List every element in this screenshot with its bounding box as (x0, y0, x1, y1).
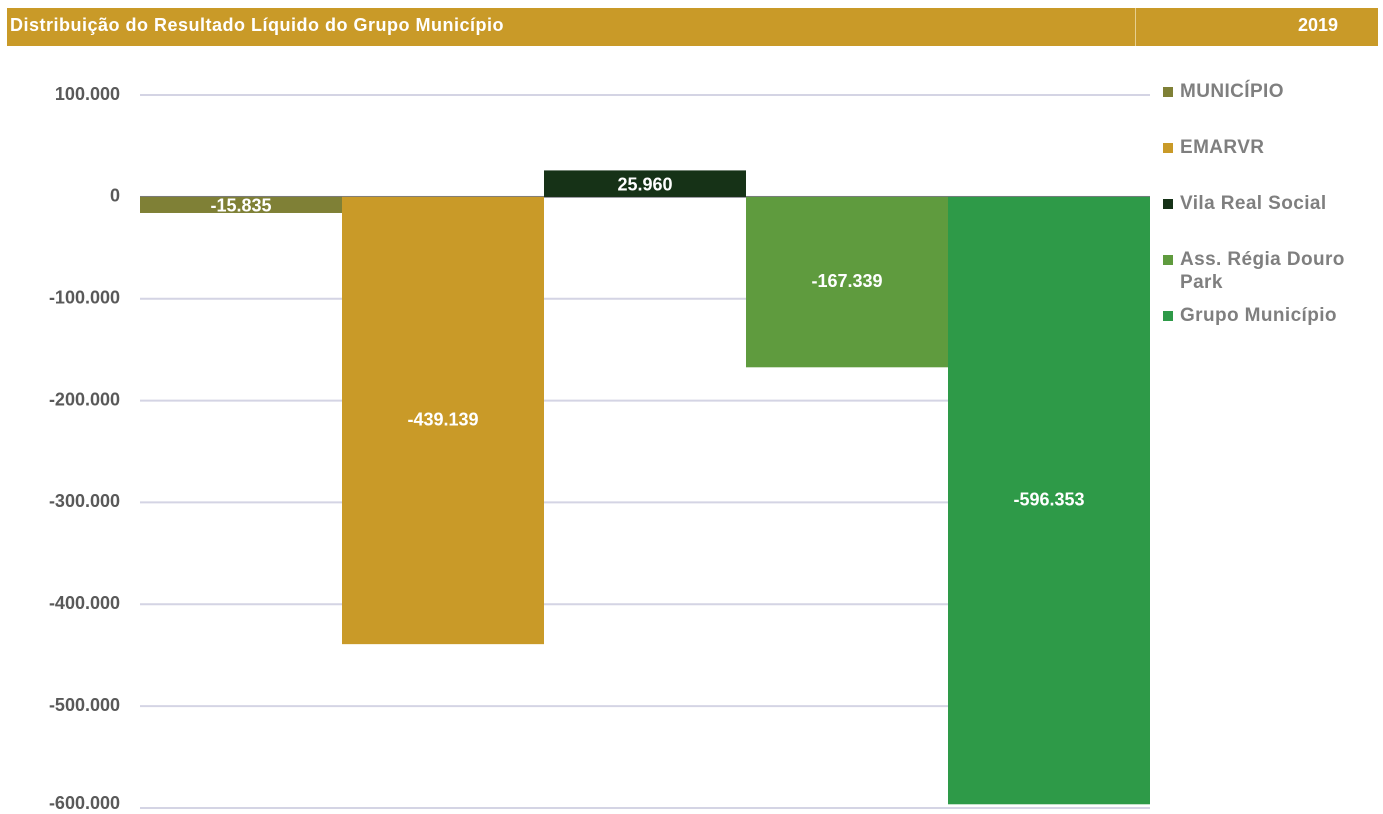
bar (544, 170, 746, 197)
y-tick-label: -500.000 (49, 695, 120, 715)
data-label: -167.339 (811, 271, 882, 291)
period: 2019 (1297, 15, 1338, 35)
chart-title: Distribuição do Resultado Líquido do Gru… (10, 15, 504, 35)
bar (140, 196, 342, 213)
legend-label: Grupo Município (1180, 305, 1337, 326)
legend-swatch (1163, 87, 1173, 97)
legend-swatch (1163, 311, 1173, 321)
legend-item: Vila Real Social (1163, 192, 1327, 215)
legend-item: Ass. Régia Douro Park (1163, 248, 1363, 294)
legend-swatch (1163, 143, 1173, 153)
bar (948, 196, 1150, 805)
y-tick-label: -300.000 (49, 491, 120, 511)
header: Distribuição do Resultado Líquido do Gru… (7, 8, 1378, 46)
bar (342, 196, 544, 645)
y-tick-label: -100.000 (49, 287, 120, 307)
data-label: -439.139 (407, 409, 478, 429)
legend-label: Ass. Régia Douro Park (1180, 249, 1345, 293)
legend-label: Vila Real Social (1180, 193, 1327, 214)
y-tick-label: 0 (110, 186, 120, 206)
legend-item: Grupo Município (1163, 304, 1337, 327)
legend-label: EMARVR (1180, 137, 1265, 158)
y-tick-label: 100.000 (55, 84, 120, 104)
data-label: -15.835 (210, 196, 271, 216)
divider (1135, 8, 1136, 46)
data-label: 25.960 (617, 174, 672, 194)
legend-swatch (1163, 199, 1173, 209)
legend-swatch (1163, 255, 1173, 265)
y-tick-label: -600.000 (49, 793, 120, 813)
legend-item: MUNICÍPIO (1163, 80, 1284, 103)
bar (746, 196, 948, 368)
data-label: -596.353 (1013, 489, 1084, 509)
y-tick-label: -400.000 (49, 593, 120, 613)
y-tick-label: -200.000 (49, 389, 120, 409)
legend-item: EMARVR (1163, 136, 1264, 159)
legend-label: MUNICÍPIO (1180, 81, 1284, 102)
